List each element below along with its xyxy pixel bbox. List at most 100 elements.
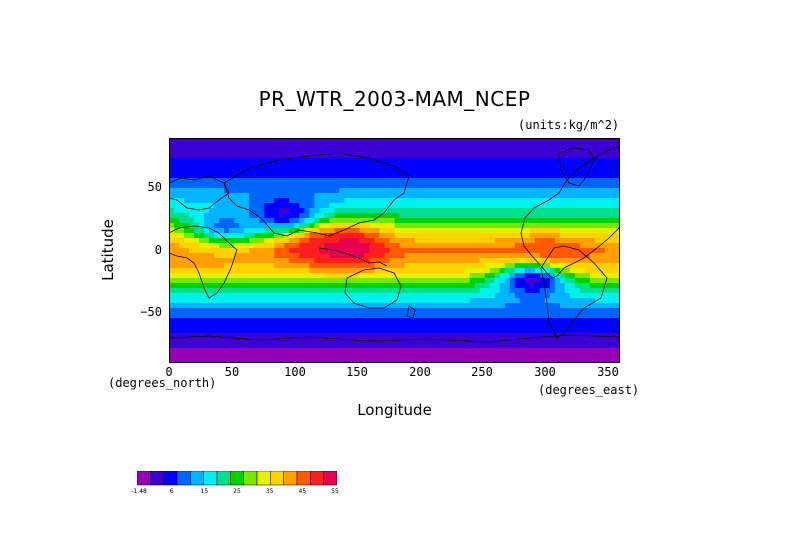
field-cell — [204, 293, 210, 299]
field-cell — [234, 213, 240, 219]
field-cell — [289, 353, 295, 359]
field-cell — [279, 308, 285, 314]
field-cell — [434, 283, 441, 289]
field-cell — [544, 243, 551, 249]
field-cell — [489, 223, 496, 229]
field-cell — [419, 343, 426, 349]
field-cell — [454, 248, 461, 254]
field-cell — [379, 298, 386, 304]
field-cell — [474, 248, 481, 254]
field-cell — [174, 313, 180, 319]
field-cell — [304, 258, 310, 264]
field-cell — [364, 183, 371, 189]
field-cell — [474, 198, 481, 204]
field-cell — [384, 298, 391, 304]
field-cell — [369, 248, 376, 254]
field-cell — [614, 353, 620, 359]
field-cell — [424, 253, 431, 259]
field-cell — [569, 238, 576, 244]
field-cell — [369, 278, 376, 284]
field-cell — [224, 253, 230, 259]
field-cell — [349, 283, 356, 289]
colorbar-swatch — [283, 471, 298, 486]
field-cell — [359, 218, 366, 224]
field-cell — [314, 178, 320, 184]
field-cell — [439, 288, 446, 294]
field-cell — [514, 243, 521, 249]
field-cell — [169, 228, 175, 234]
field-cell — [269, 293, 275, 299]
field-cell — [229, 208, 235, 214]
field-cell — [339, 183, 345, 189]
field-cell — [344, 268, 350, 274]
field-cell — [344, 263, 350, 269]
field-cell — [439, 313, 446, 319]
field-cell — [614, 258, 620, 264]
field-cell — [304, 188, 310, 194]
field-cell — [254, 168, 260, 174]
field-cell — [244, 348, 250, 354]
field-cell — [369, 183, 376, 189]
field-cell — [574, 208, 581, 214]
field-cell — [444, 173, 451, 179]
field-cell — [614, 168, 620, 174]
field-cell — [514, 158, 521, 164]
field-cell — [419, 358, 426, 363]
field-cell — [309, 318, 315, 324]
field-cell — [194, 313, 200, 319]
x-tick-label-250: 250 — [471, 365, 493, 379]
field-cell — [209, 188, 215, 194]
field-cell — [574, 148, 581, 154]
field-cell — [279, 153, 285, 159]
field-cell — [409, 273, 416, 279]
field-cell — [514, 358, 521, 363]
field-cell — [434, 148, 441, 154]
field-cell — [309, 138, 315, 144]
field-cell — [454, 343, 461, 349]
field-cell — [549, 223, 556, 229]
field-cell — [334, 288, 340, 294]
field-cell — [399, 313, 406, 319]
field-cell — [329, 143, 335, 149]
field-cell — [254, 208, 260, 214]
field-cell — [484, 238, 491, 244]
field-cell — [284, 138, 290, 144]
field-cell — [299, 213, 305, 219]
field-cell — [349, 313, 356, 319]
field-cell — [339, 178, 345, 184]
field-cell — [584, 293, 591, 299]
field-cell — [324, 218, 330, 224]
field-cell — [329, 278, 335, 284]
field-cell — [344, 168, 350, 174]
field-cell — [459, 173, 466, 179]
field-cell — [489, 273, 496, 279]
field-cell — [454, 173, 461, 179]
field-cell — [349, 243, 356, 249]
field-cell — [464, 243, 471, 249]
field-cell — [409, 188, 416, 194]
field-cell — [494, 228, 501, 234]
field-cell — [399, 168, 406, 174]
field-cell — [329, 333, 335, 339]
field-cell — [344, 273, 350, 279]
field-cell — [254, 243, 260, 249]
field-cell — [324, 178, 330, 184]
field-cell — [519, 158, 526, 164]
field-cell — [219, 348, 225, 354]
field-cell — [394, 253, 401, 259]
field-cell — [294, 338, 300, 344]
field-cell — [349, 148, 356, 154]
field-cell — [524, 238, 531, 244]
field-cell — [234, 158, 240, 164]
field-cell — [514, 153, 521, 159]
field-cell — [474, 238, 481, 244]
field-cell — [254, 333, 260, 339]
field-cell — [264, 303, 270, 309]
field-cell — [489, 283, 496, 289]
field-cell — [364, 318, 371, 324]
field-cell — [544, 318, 551, 324]
field-cell — [184, 228, 190, 234]
field-cell — [479, 153, 486, 159]
field-cell — [494, 203, 501, 209]
field-cell — [444, 168, 451, 174]
